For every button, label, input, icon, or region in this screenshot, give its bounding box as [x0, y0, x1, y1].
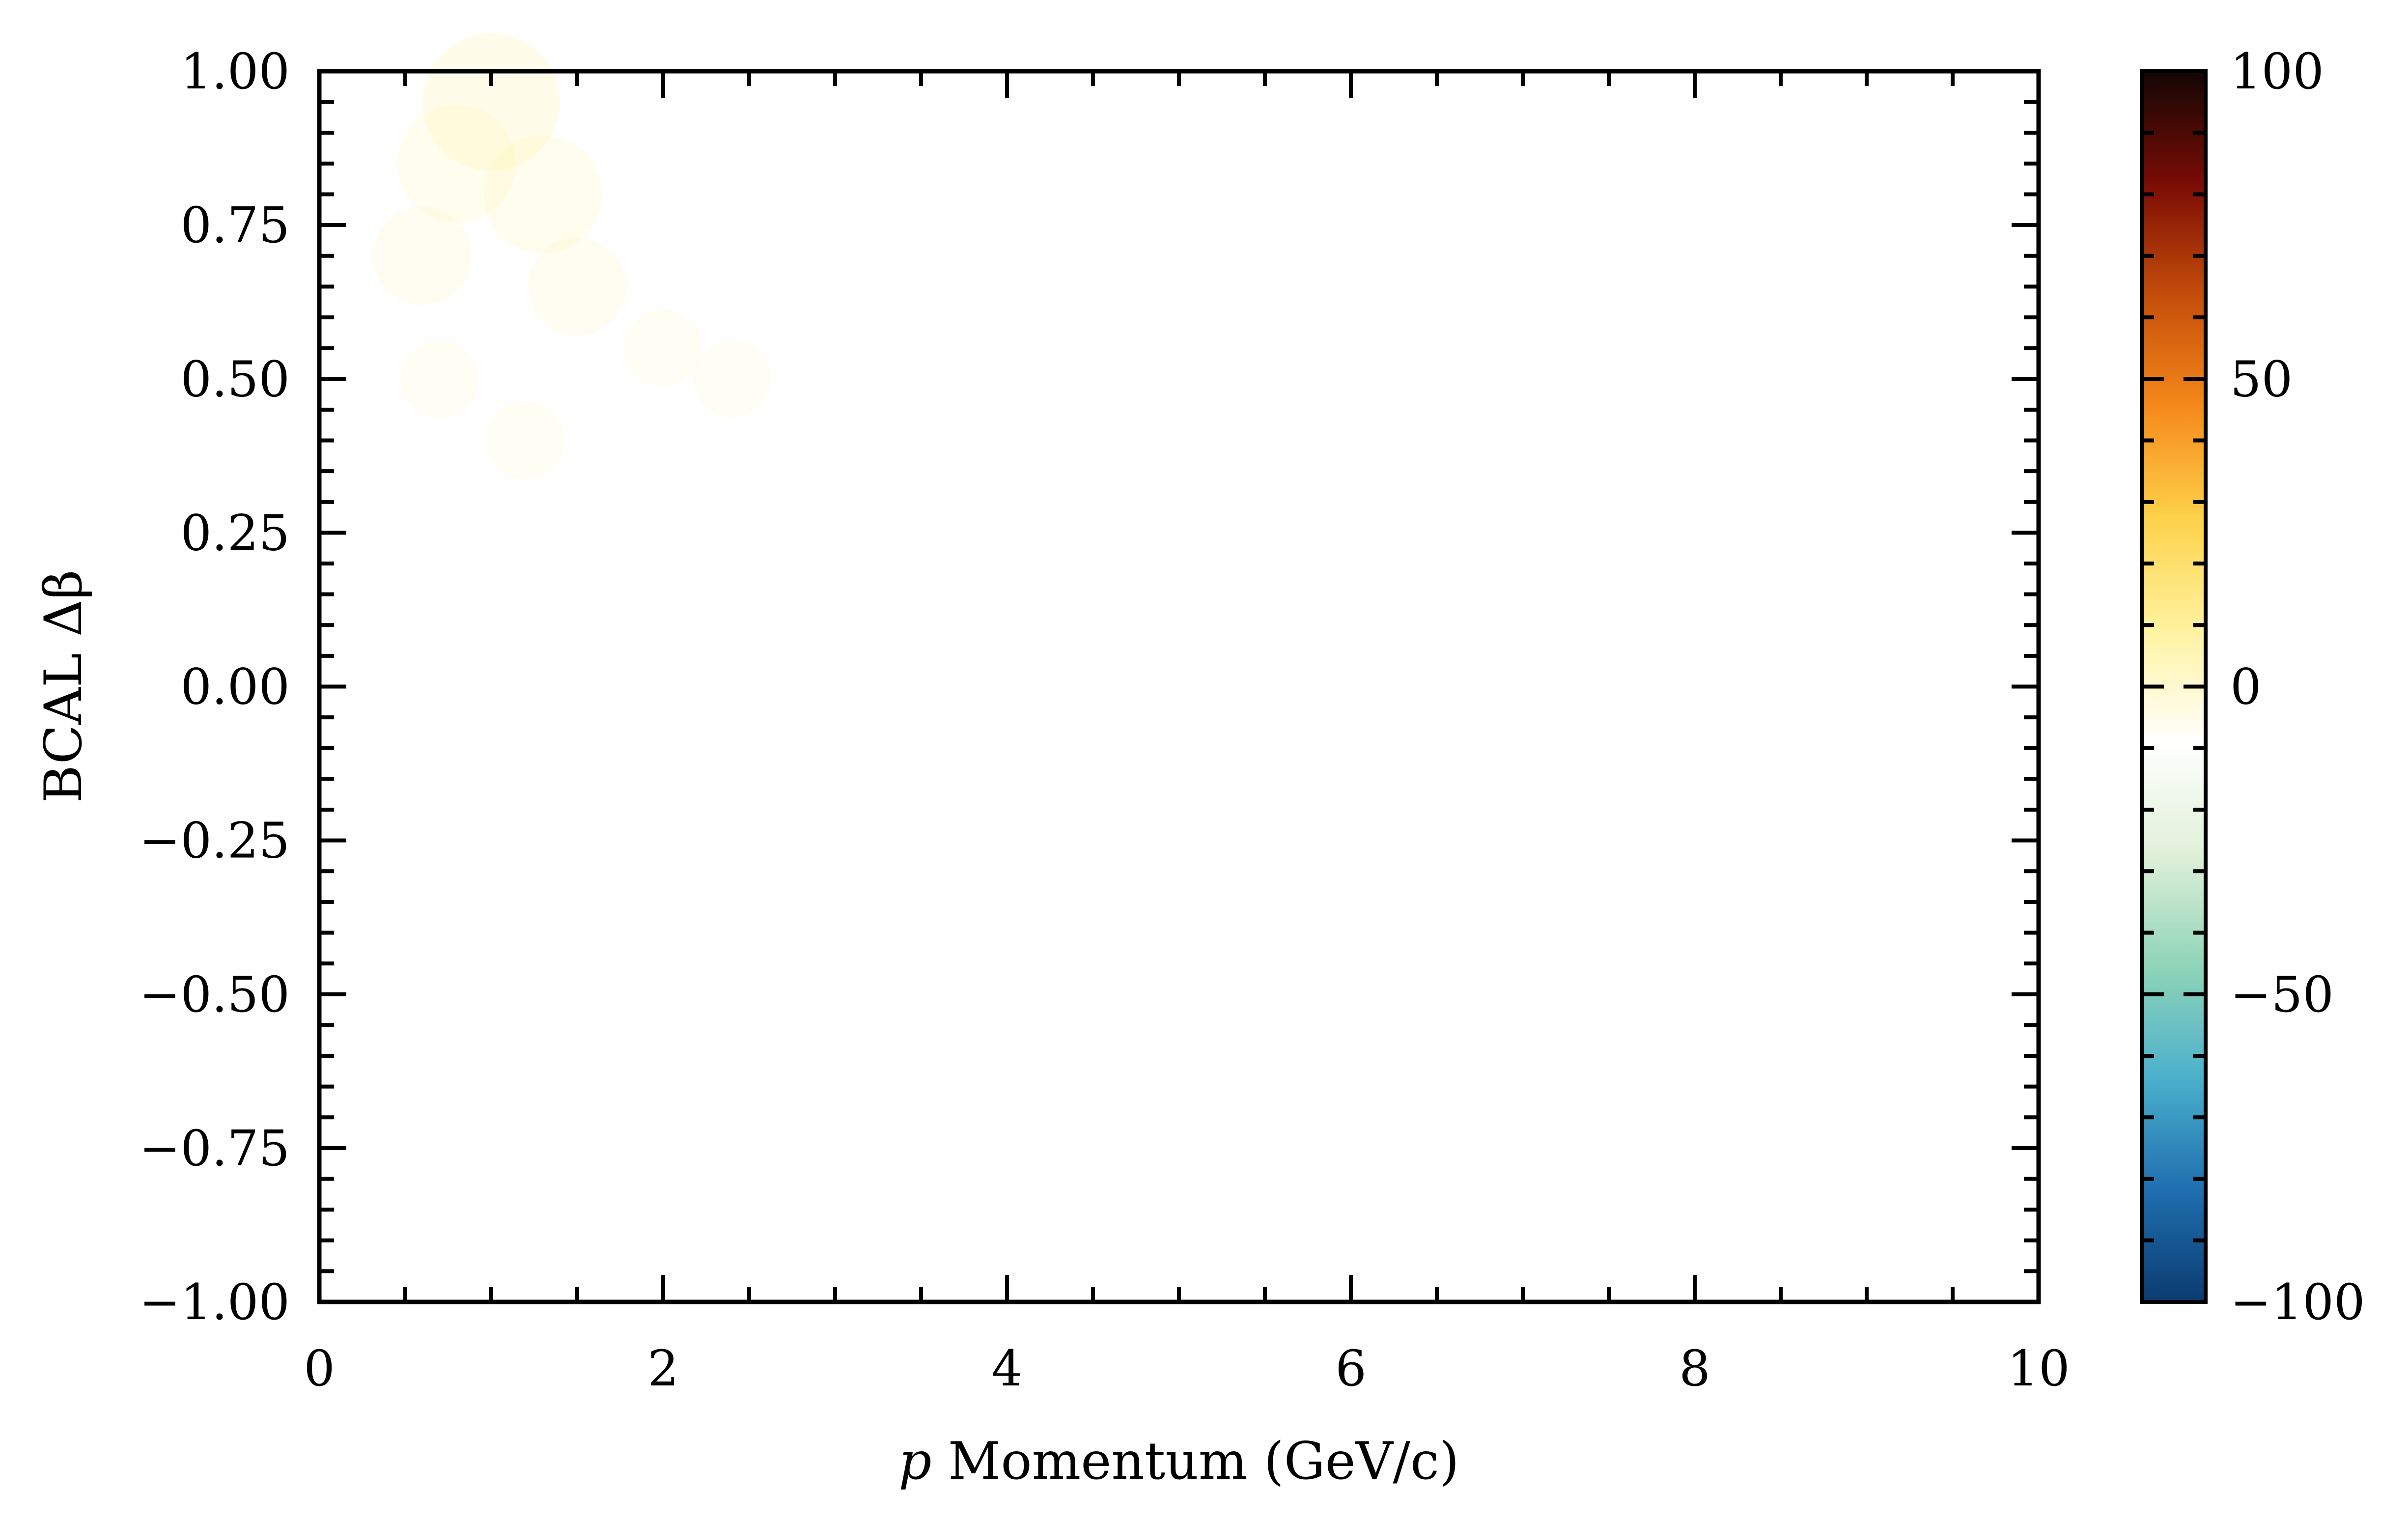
- y-tick-label: −0.75: [140, 1120, 290, 1177]
- colorbar-ticks: 100 50 0 −50 −100: [2142, 43, 2365, 1331]
- y-tick-label: 0.25: [180, 504, 290, 562]
- density-point: [484, 135, 602, 254]
- colorbar-tick-label: 0: [2230, 658, 2262, 716]
- x-tick-label: 2: [647, 1340, 679, 1397]
- density-layer: [373, 33, 771, 480]
- density-point: [422, 33, 560, 171]
- colorbar-tick-label: −100: [2230, 1273, 2365, 1331]
- x-ticks: 0 2 4 6 8 10: [304, 71, 2070, 1397]
- y-tick-label: 0.00: [180, 658, 290, 716]
- y-ticks: 1.00 0.75 0.50 0.25 0.00 −0.25 −0.50 −0.75 −1.00: [140, 43, 2039, 1331]
- y-tick-label: −1.00: [140, 1273, 290, 1331]
- y-tick-label: −0.25: [140, 812, 290, 870]
- y-axis-label: BCAL Δβ: [33, 570, 93, 803]
- y-tick-label: 0.75: [180, 197, 290, 254]
- density-point: [400, 339, 479, 419]
- x-axis-label: p Momentum (GeV/c): [898, 1431, 1459, 1491]
- x-tick-label: 8: [1679, 1340, 1710, 1397]
- x-tick-label: 10: [2007, 1340, 2070, 1397]
- density-point: [398, 104, 516, 223]
- x-tick-label: 4: [991, 1340, 1023, 1397]
- density-point: [373, 206, 472, 305]
- y-tick-label: 1.00: [180, 43, 290, 100]
- density-point: [624, 309, 702, 388]
- colorbar-tick-label: −50: [2230, 966, 2334, 1023]
- colorbar-tick-label: 100: [2230, 43, 2324, 100]
- x-tick-label: 0: [304, 1340, 335, 1397]
- colorbar-tick-label: 50: [2230, 350, 2293, 408]
- y-tick-label: −0.50: [140, 966, 290, 1023]
- density-point: [486, 401, 565, 480]
- x-tick-label: 6: [1335, 1340, 1367, 1397]
- density-point: [528, 237, 626, 336]
- density-point: [693, 339, 771, 419]
- y-tick-label: 0.50: [180, 350, 290, 408]
